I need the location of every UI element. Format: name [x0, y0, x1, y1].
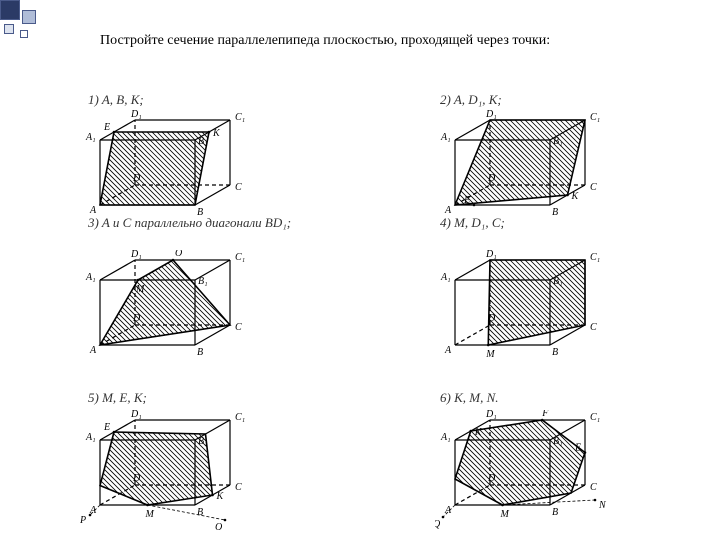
svg-text:E: E: [103, 122, 110, 133]
task-label-1: 1) A, B, K;: [88, 92, 144, 108]
svg-text:B₁: B₁: [553, 136, 563, 147]
svg-text:D: D: [132, 173, 141, 184]
svg-text:A₁: A₁: [440, 272, 451, 283]
svg-text:B₁: B₁: [198, 136, 208, 147]
svg-text:C: C: [590, 482, 597, 493]
svg-text:K: K: [216, 491, 225, 502]
svg-text:E: E: [574, 443, 581, 454]
svg-text:O: O: [175, 250, 182, 259]
svg-text:D₁: D₁: [485, 410, 497, 420]
svg-text:N: N: [598, 500, 607, 511]
task-label-5: 5) M, E, K;: [88, 390, 147, 406]
svg-text:C: C: [590, 322, 597, 333]
figure-3: A B C D A₁ B₁ C₁ D₁ M O: [80, 250, 280, 370]
svg-text:D₁: D₁: [130, 250, 142, 260]
svg-text:C: C: [235, 322, 242, 333]
svg-text:A₁: A₁: [85, 272, 96, 283]
svg-text:A₁: A₁: [440, 432, 451, 443]
svg-text:M: M: [135, 284, 145, 295]
svg-text:A: A: [444, 345, 452, 356]
svg-text:B₁: B₁: [553, 276, 563, 287]
svg-text:B₁: B₁: [198, 436, 208, 447]
svg-text:D₁: D₁: [130, 110, 142, 120]
svg-text:D: D: [487, 313, 496, 324]
svg-text:C₁: C₁: [590, 252, 600, 263]
svg-text:D: D: [132, 313, 141, 324]
svg-text:A: A: [89, 205, 97, 216]
svg-text:B: B: [197, 507, 203, 518]
svg-text:P: P: [80, 515, 86, 526]
svg-text:D₁: D₁: [130, 410, 142, 420]
svg-text:D: D: [132, 473, 141, 484]
svg-text:C₁: C₁: [590, 112, 600, 123]
header-text: Постройте сечение параллелепипеда плоско…: [100, 30, 680, 52]
svg-text:B: B: [197, 347, 203, 358]
svg-text:K: K: [212, 128, 221, 139]
svg-text:D₁: D₁: [485, 250, 497, 260]
svg-text:A₁: A₁: [85, 132, 96, 143]
svg-text:C: C: [590, 182, 597, 193]
svg-text:K: K: [571, 191, 580, 202]
svg-text:D: D: [487, 473, 496, 484]
figure-2: A B C D A₁ B₁ C₁ D₁ K E: [435, 110, 635, 230]
svg-text:C: C: [235, 482, 242, 493]
svg-text:A: A: [444, 205, 452, 216]
figure-5: ABCDA₁B₁C₁D₁MKEPQ: [80, 410, 280, 530]
svg-text:C₁: C₁: [590, 412, 600, 423]
svg-text:B₁: B₁: [198, 276, 208, 287]
svg-text:B: B: [552, 507, 558, 518]
svg-text:Q: Q: [435, 519, 441, 530]
figure-4: A B C D A₁ B₁ C₁ D₁ M: [435, 250, 635, 370]
svg-text:K: K: [474, 427, 483, 438]
task-label-2: 2) A, D₁, K;: [440, 92, 502, 108]
svg-text:C₁: C₁: [235, 252, 245, 263]
svg-text:C: C: [235, 182, 242, 193]
svg-text:C₁: C₁: [235, 112, 245, 123]
task-label-6: 6) K, M, N.: [440, 390, 499, 406]
svg-text:D₁: D₁: [485, 110, 497, 120]
figure-1: A B C D A₁ B₁ C₁ D₁ E K: [80, 110, 280, 230]
svg-text:B: B: [552, 347, 558, 358]
svg-text:A₁: A₁: [440, 132, 451, 143]
svg-text:B: B: [197, 207, 203, 218]
svg-text:A: A: [444, 505, 452, 516]
svg-text:M: M: [500, 509, 510, 520]
svg-text:M: M: [485, 349, 495, 360]
svg-text:D: D: [487, 173, 496, 184]
figure-6: A B C D A₁ B₁ C₁ D₁K F E N M Q: [435, 410, 635, 530]
svg-text:B: B: [552, 207, 558, 218]
svg-text:M: M: [145, 509, 155, 520]
svg-text:C₁: C₁: [235, 412, 245, 423]
svg-text:A: A: [89, 345, 97, 356]
svg-text:F: F: [541, 410, 549, 419]
svg-text:B₁: B₁: [553, 436, 563, 447]
svg-text:E: E: [103, 422, 110, 433]
svg-text:A₁: A₁: [85, 432, 96, 443]
svg-text:Q: Q: [215, 522, 223, 530]
svg-text:E: E: [463, 195, 470, 206]
